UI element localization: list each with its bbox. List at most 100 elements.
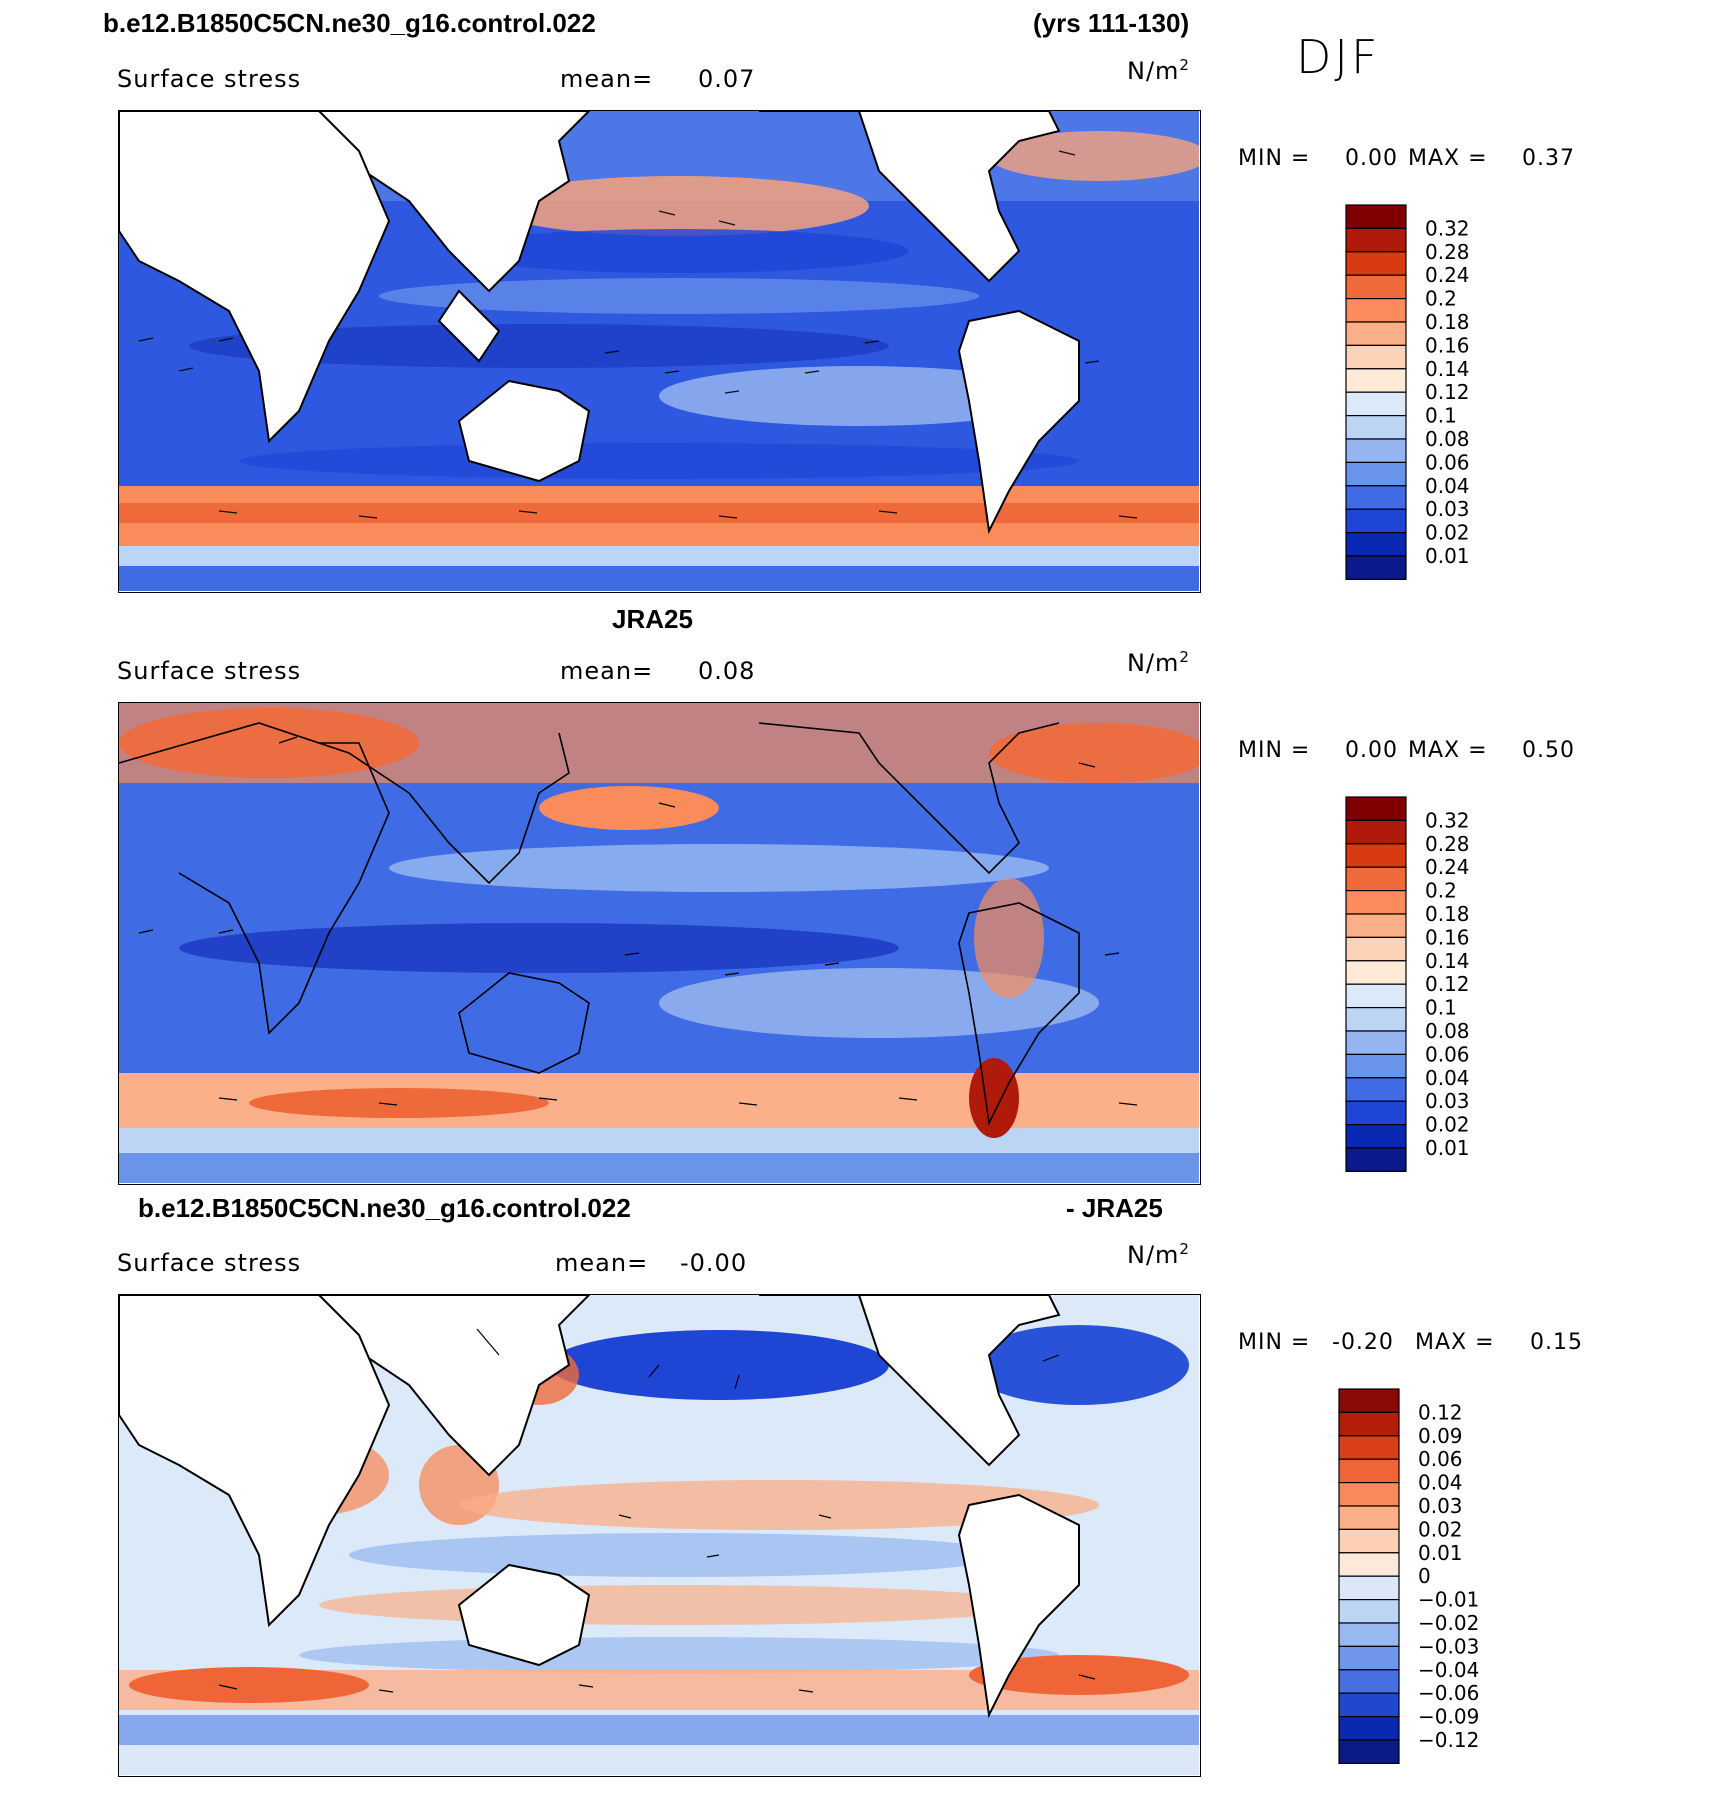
panel3-title-right: - JRA25 bbox=[1066, 1193, 1163, 1223]
colorbar-tick-label: 0.08 bbox=[1425, 427, 1470, 451]
colorbar-tick-label: 0.09 bbox=[1418, 1424, 1463, 1448]
panel1-max-label: MAX = bbox=[1408, 146, 1488, 171]
colorbar-swatch bbox=[1345, 1077, 1407, 1102]
panel2-max-value: 0.50 bbox=[1522, 738, 1575, 763]
colorbar-tick-label: 0.18 bbox=[1425, 310, 1470, 334]
colorbar-swatch bbox=[1345, 391, 1407, 417]
colorbar-tick-label: 0.12 bbox=[1425, 380, 1470, 404]
panel1-map-svg bbox=[119, 111, 1199, 591]
panel3-map-svg bbox=[119, 1295, 1199, 1775]
colorbar-swatch bbox=[1338, 1435, 1400, 1460]
colorbar-swatch bbox=[1338, 1528, 1400, 1554]
panel2-min-value: 0.00 bbox=[1345, 738, 1398, 763]
colorbar-swatch bbox=[1345, 321, 1407, 346]
colorbar-tick-label: 0.32 bbox=[1425, 216, 1470, 240]
panel3-mean-label: mean= bbox=[555, 1249, 649, 1277]
colorbar-tick-label: 0.14 bbox=[1425, 949, 1470, 973]
panel1-max-value: 0.37 bbox=[1522, 146, 1575, 171]
colorbar-swatch bbox=[1345, 936, 1407, 962]
colorbar-tick-label: 0.01 bbox=[1425, 544, 1470, 568]
colorbar-tick-label: 0.03 bbox=[1425, 497, 1470, 521]
colorbar-tick-label: 0.06 bbox=[1425, 1042, 1470, 1066]
colorbar-tick-label: 0.2 bbox=[1425, 879, 1457, 903]
colorbar-swatch bbox=[1345, 1147, 1407, 1172]
colorbar-swatch bbox=[1345, 866, 1407, 892]
panel3-title: b.e12.B1850C5CN.ne30_g16.control.022 bbox=[138, 1193, 631, 1223]
colorbar-tick-label: 0.04 bbox=[1425, 1066, 1470, 1090]
colorbar-tick-label: 0.14 bbox=[1425, 357, 1470, 381]
colorbar-swatch bbox=[1345, 1100, 1407, 1126]
panel3-max-value: 0.15 bbox=[1530, 1330, 1583, 1355]
colorbar-tick-label: 0.32 bbox=[1425, 808, 1470, 832]
colorbar-tick-label: 0.12 bbox=[1425, 972, 1470, 996]
colorbar-swatch bbox=[1345, 485, 1407, 510]
panel3-mean-value: -0.00 bbox=[680, 1249, 748, 1277]
colorbar-tick-label: 0.16 bbox=[1425, 925, 1470, 949]
season-label: DJF bbox=[1296, 30, 1381, 84]
colorbar-swatch bbox=[1345, 983, 1407, 1009]
colorbar-tick-label: −0.12 bbox=[1418, 1728, 1479, 1752]
colorbar-swatch bbox=[1345, 415, 1407, 440]
colorbar-tick-label: 0.04 bbox=[1418, 1471, 1463, 1495]
colorbar-swatch bbox=[1345, 1053, 1407, 1079]
colorbar-swatch bbox=[1345, 819, 1407, 845]
panel2-map-svg bbox=[119, 703, 1199, 1183]
colorbar-tick-label: −0.02 bbox=[1418, 1611, 1479, 1635]
colorbar-tick-label: −0.03 bbox=[1418, 1634, 1479, 1658]
panel2-max-label: MAX = bbox=[1408, 738, 1488, 763]
colorbar-swatch bbox=[1338, 1739, 1400, 1764]
colorbar-tick-label: 0.12 bbox=[1418, 1400, 1463, 1424]
colorbar-tick-label: −0.04 bbox=[1418, 1658, 1479, 1682]
colorbar-tick-label: 0 bbox=[1418, 1564, 1431, 1588]
panel2-map bbox=[118, 702, 1201, 1185]
panel2-colorbar: 0.32 0.28 0.24 0.2 0.18 0.16 0.14 0.12 0.1 0.08 0.… bbox=[1345, 796, 1525, 1178]
panel2-mean-label: mean= bbox=[560, 657, 654, 685]
colorbar-tick-label: 0.03 bbox=[1425, 1089, 1470, 1113]
panel3-colorbar: 0.12 0.09 0.06 0.04 0.03 0.02 0.01 0 −0.01 −0.02−… bbox=[1338, 1388, 1518, 1770]
colorbar-tick-label: 0.04 bbox=[1425, 474, 1470, 498]
colorbar-swatch bbox=[1338, 1716, 1400, 1741]
panel2-units: N/m2 bbox=[1127, 648, 1190, 677]
panel3-max-label: MAX = bbox=[1415, 1330, 1495, 1355]
panel2-title: JRA25 bbox=[612, 604, 693, 634]
colorbar-tick-label: 0.02 bbox=[1418, 1517, 1463, 1541]
colorbar-swatch bbox=[1345, 843, 1407, 868]
colorbar-swatch bbox=[1345, 1007, 1407, 1032]
panel3-variable: Surface stress bbox=[117, 1249, 302, 1277]
colorbar-swatch bbox=[1338, 1669, 1400, 1694]
colorbar-swatch bbox=[1338, 1481, 1400, 1507]
colorbar-swatch bbox=[1345, 796, 1407, 821]
colorbar-svg: 0.320.280.240.20.180.160.140.120.10.080.… bbox=[1345, 796, 1470, 1172]
panel1-units: N/m2 bbox=[1127, 56, 1190, 85]
colorbar-swatch bbox=[1345, 438, 1407, 463]
colorbar-swatch bbox=[1345, 204, 1407, 229]
colorbar-tick-label: 0.03 bbox=[1418, 1494, 1463, 1518]
colorbar-swatch bbox=[1345, 251, 1407, 276]
colorbar-tick-label: 0.08 bbox=[1425, 1019, 1470, 1043]
colorbar-tick-label: 0.1 bbox=[1425, 404, 1457, 428]
colorbar-swatch bbox=[1338, 1599, 1400, 1624]
colorbar-tick-label: −0.06 bbox=[1418, 1681, 1479, 1705]
panel3-min-value: -0.20 bbox=[1332, 1330, 1394, 1355]
colorbar-tick-label: 0.1 bbox=[1425, 996, 1457, 1020]
colorbar-tick-label: 0.24 bbox=[1425, 855, 1470, 879]
colorbar-swatch bbox=[1345, 532, 1407, 557]
panel1-mean-value: 0.07 bbox=[698, 65, 756, 93]
panel3-min-label: MIN = bbox=[1238, 1330, 1311, 1355]
panel2-min-label: MIN = bbox=[1238, 738, 1311, 763]
colorbar-swatch bbox=[1345, 227, 1407, 253]
panel3-map bbox=[118, 1294, 1201, 1777]
years-label: (yrs 111-130) bbox=[1033, 8, 1190, 38]
panel1-variable: Surface stress bbox=[117, 65, 302, 93]
panel3-units: N/m2 bbox=[1127, 1240, 1190, 1269]
colorbar-swatch bbox=[1345, 1030, 1407, 1055]
colorbar-tick-label: 0.02 bbox=[1425, 1113, 1470, 1137]
panel1-mean-label: mean= bbox=[560, 65, 654, 93]
colorbar-tick-label: 0.02 bbox=[1425, 521, 1470, 545]
colorbar-swatch bbox=[1338, 1552, 1400, 1577]
colorbar-swatch bbox=[1338, 1505, 1400, 1530]
colorbar-swatch bbox=[1345, 1124, 1407, 1149]
colorbar-tick-label: 0.16 bbox=[1425, 333, 1470, 357]
colorbar-swatch bbox=[1345, 297, 1407, 323]
colorbar-tick-label: 0.18 bbox=[1425, 902, 1470, 926]
